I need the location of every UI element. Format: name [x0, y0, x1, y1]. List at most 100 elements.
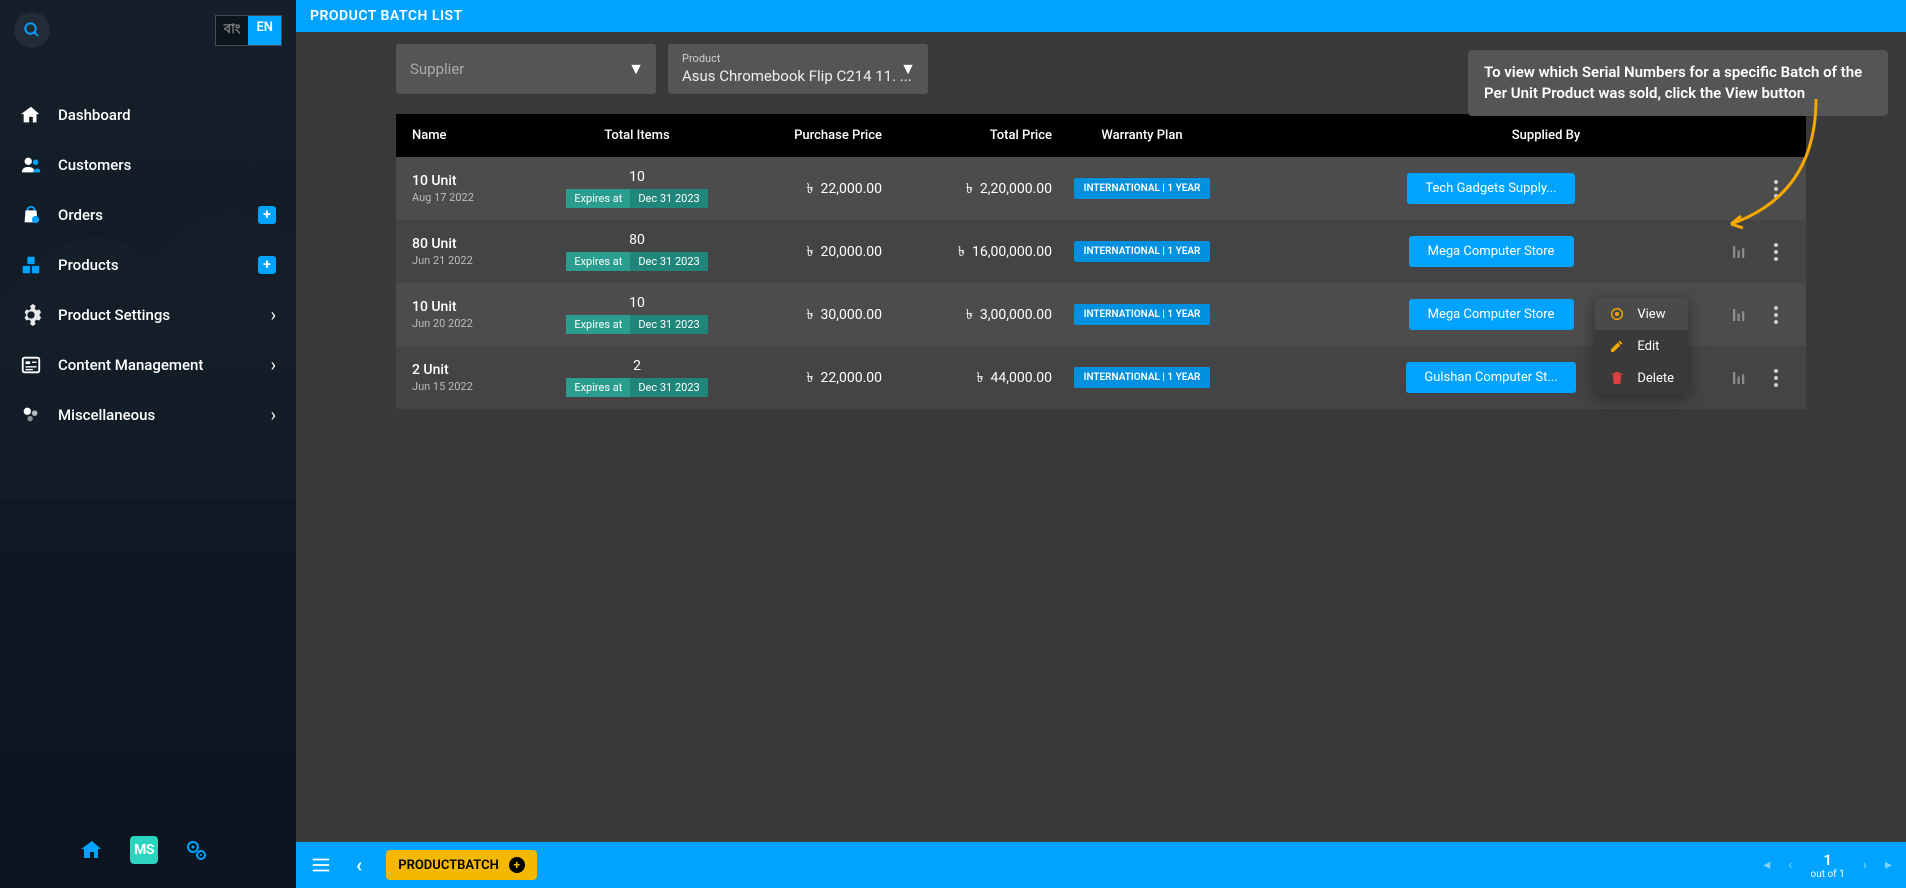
th-purchase-price: Purchase Price: [712, 128, 882, 143]
expiry: Expires at Dec 31 2023: [562, 378, 712, 397]
chevron-right-icon: ›: [271, 305, 276, 326]
chevron-right-icon: ›: [271, 355, 276, 376]
dropdown-icon: ▼: [628, 59, 644, 79]
cell-purchase-price: ৳ 22,000.00: [712, 366, 882, 390]
expiry: Expires at Dec 31 2023: [562, 189, 712, 208]
users-icon: [20, 154, 42, 176]
language-toggle[interactable]: বাং EN: [215, 15, 282, 46]
dropdown-icon: ▼: [900, 59, 916, 79]
cell-total-price: ৳ 2,20,000.00: [882, 177, 1052, 201]
supplier-filter[interactable]: Supplier ▼: [396, 44, 656, 94]
sidebar-item-content-management[interactable]: Content Management ›: [0, 340, 296, 390]
sidebar-item-orders[interactable]: Orders +: [0, 190, 296, 240]
search-button[interactable]: [14, 12, 50, 48]
breadcrumb-productbatch[interactable]: PRODUCTBATCH +: [386, 850, 537, 880]
page-indicator: 1 out of 1: [1811, 851, 1845, 880]
chart-icon[interactable]: [1730, 369, 1748, 387]
ctx-edit[interactable]: Edit: [1595, 330, 1688, 362]
nav-label: Product Settings: [58, 306, 170, 324]
cell-purchase-price: ৳ 30,000.00: [712, 303, 882, 327]
cell-total-items: 10 Expires at Dec 31 2023: [562, 295, 712, 334]
settings-shortcut[interactable]: [182, 836, 210, 864]
cell-warranty: INTERNATIONAL | 1 YEAR: [1052, 367, 1232, 388]
sidebar-item-products[interactable]: Products +: [0, 240, 296, 290]
expiry-label: Expires at: [566, 189, 630, 208]
row-menu-button[interactable]: [1770, 176, 1782, 202]
item-count: 80: [562, 232, 712, 248]
pagination: ◂ ‹ 1 out of 1 › ▸: [1763, 851, 1892, 880]
supplier-button[interactable]: Mega Computer Store: [1409, 299, 1574, 330]
product-filter-label: Product: [682, 52, 914, 65]
lang-bn[interactable]: বাং: [216, 16, 249, 45]
sidebar-item-product-settings[interactable]: Product Settings ›: [0, 290, 296, 340]
supplier-button[interactable]: Mega Computer Store: [1409, 236, 1574, 267]
page-first[interactable]: ◂: [1763, 857, 1770, 873]
page-last[interactable]: ▸: [1885, 857, 1892, 873]
item-count: 2: [562, 358, 712, 374]
page-next[interactable]: ›: [1863, 857, 1867, 873]
chart-icon[interactable]: [1730, 306, 1748, 324]
chart-icon[interactable]: [1730, 243, 1748, 261]
expiry: Expires at Dec 31 2023: [562, 315, 712, 334]
expiry-date: Dec 31 2023: [630, 252, 707, 271]
expiry-date: Dec 31 2023: [630, 189, 707, 208]
warranty-badge: INTERNATIONAL | 1 YEAR: [1074, 178, 1211, 199]
supplier-placeholder: Supplier: [410, 52, 642, 86]
batch-date: Jun 20 2022: [412, 317, 562, 330]
menu-toggle[interactable]: [310, 854, 332, 876]
cell-purchase-price: ৳ 22,000.00: [712, 177, 882, 201]
add-order-button[interactable]: +: [258, 206, 276, 224]
sidebar-nav: Dashboard Customers Orders + Products + …: [0, 90, 296, 818]
cell-total-items: 10 Expires at Dec 31 2023: [562, 169, 712, 208]
nav-label: Products: [58, 256, 119, 274]
eye-icon: [1609, 306, 1625, 322]
nav-label: Dashboard: [58, 106, 131, 124]
sidebar-item-miscellaneous[interactable]: Miscellaneous ›: [0, 390, 296, 440]
row-menu-button[interactable]: [1770, 239, 1782, 265]
sidebar-item-customers[interactable]: Customers: [0, 140, 296, 190]
expiry-date: Dec 31 2023: [630, 378, 707, 397]
add-product-button[interactable]: +: [258, 256, 276, 274]
nav-label: Content Management: [58, 356, 203, 374]
product-filter[interactable]: Product Asus Chromebook Flip C214 11. ..…: [668, 44, 928, 94]
ctx-delete[interactable]: Delete: [1595, 362, 1688, 394]
sidebar-item-dashboard[interactable]: Dashboard: [0, 90, 296, 140]
back-button[interactable]: ‹: [348, 853, 370, 877]
supplier-button[interactable]: Tech Gadgets Supply...: [1407, 173, 1574, 204]
batch-date: Aug 17 2022: [412, 191, 562, 204]
row-menu-button[interactable]: [1770, 302, 1782, 328]
sidebar: বাং EN Dashboard Customers Orders + Prod…: [0, 0, 296, 888]
page-prev[interactable]: ‹: [1788, 857, 1792, 873]
chevron-right-icon: ›: [271, 405, 276, 426]
lang-en[interactable]: EN: [248, 16, 281, 45]
add-batch-icon[interactable]: +: [509, 857, 525, 873]
page-title-bar: PRODUCT BATCH LIST: [296, 0, 1906, 32]
home-icon: [20, 104, 42, 126]
cell-total-items: 2 Expires at Dec 31 2023: [562, 358, 712, 397]
cell-total-items: 80 Expires at Dec 31 2023: [562, 232, 712, 271]
cell-warranty: INTERNATIONAL | 1 YEAR: [1052, 304, 1232, 325]
expiry-label: Expires at: [566, 315, 630, 334]
blocks-icon: [20, 254, 42, 276]
warranty-badge: INTERNATIONAL | 1 YEAR: [1074, 304, 1211, 325]
bottom-bar: ‹ PRODUCTBATCH + ◂ ‹ 1 out of 1 › ▸: [296, 842, 1906, 888]
cell-actions: [1680, 176, 1790, 202]
cell-name: 80 Unit Jun 21 2022: [412, 236, 562, 267]
ms-badge[interactable]: MS: [130, 836, 158, 864]
table-header: Name Total Items Purchase Price Total Pr…: [396, 114, 1806, 157]
cell-actions: [1680, 239, 1790, 265]
sidebar-top: বাং EN: [0, 0, 296, 60]
th-total-items: Total Items: [562, 128, 712, 143]
home-shortcut[interactable]: [78, 836, 106, 864]
warranty-badge: INTERNATIONAL | 1 YEAR: [1074, 367, 1211, 388]
table-row: 80 Unit Jun 21 2022 80 Expires at Dec 31…: [396, 220, 1806, 283]
cell-warranty: INTERNATIONAL | 1 YEAR: [1052, 241, 1232, 262]
item-count: 10: [562, 169, 712, 185]
misc-icon: [20, 404, 42, 426]
supplier-button[interactable]: Gulshan Computer St...: [1406, 362, 1575, 393]
ctx-view[interactable]: View: [1595, 298, 1688, 330]
nav-label: Orders: [58, 206, 103, 224]
row-menu-button[interactable]: [1770, 365, 1782, 391]
row-context-menu: View Edit Delete: [1595, 298, 1688, 394]
trash-icon: [1609, 370, 1625, 386]
